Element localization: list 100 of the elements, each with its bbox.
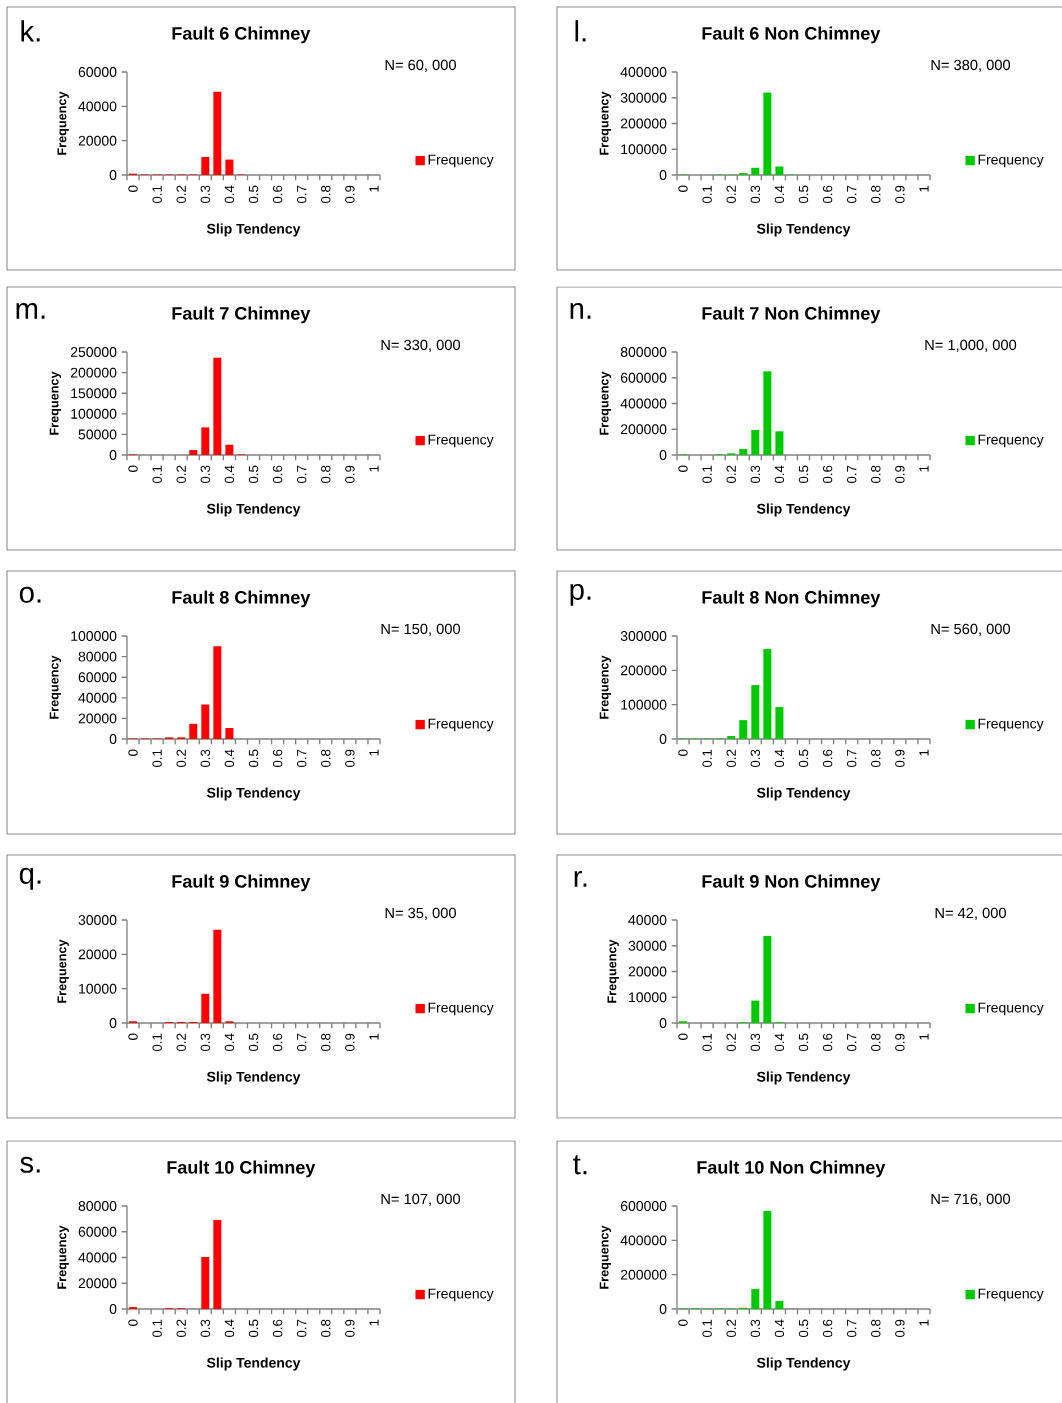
text: q. [19,867,41,890]
x-axis-title: Slip Tendency [756,787,851,801]
x-tick-label: 0.2 [176,1033,186,1052]
y-tick-label: 60000 [78,672,117,683]
x-tick-label: 0.6 [822,1319,833,1338]
x-tick-label: 0.2 [726,1319,736,1338]
x-tick-label: 0.1 [152,465,162,484]
x-tick-label: 0.6 [272,185,283,204]
x-tick-label: 0 [678,1319,688,1326]
x-tick-label: 1 [369,749,379,756]
x-tick-label: 0.2 [726,465,736,484]
x-tick-label: 0.8 [321,185,331,204]
y-tick-label: 30000 [78,915,117,925]
y-tick-label: 80000 [78,651,117,662]
bar [775,707,784,740]
x-axis-title: Slip Tendency [756,503,851,517]
x-tick-label: 1 [919,1319,929,1326]
x-tick-label: 0.1 [152,749,162,768]
bar [189,723,198,740]
x-tick-label: 0.8 [321,465,331,484]
x-tick-label: 0.3 [750,185,761,204]
y-tick-label: 10000 [79,983,117,994]
y-tick-label: 30000 [628,940,667,951]
bar [189,450,198,456]
x-tick-label: 0.6 [272,465,283,484]
x-tick-label: 0.7 [296,185,307,204]
text: N= 330, 000 [381,339,461,352]
x-tick-label: 0.2 [176,465,186,484]
x-tick-label: 0.2 [726,185,736,204]
bar [225,444,234,456]
bar [201,156,210,176]
x-tick-label: 0.5 [248,1319,259,1338]
y-tick-label: 100000 [621,699,667,710]
y-tick-label: 600000 [620,1201,667,1211]
y-tick-label: 20000 [78,1278,117,1289]
y-tick-label: 400000 [620,398,667,409]
x-tick-label: 0.2 [176,1319,186,1338]
y-tick-label: 250000 [70,347,117,357]
x-tick-label: 0.9 [345,1319,355,1338]
x-tick-label: 0.8 [871,185,881,204]
x-tick-label: 0 [128,185,138,192]
x-tick-label: 0.9 [345,749,355,768]
text: N= 35, 000 [385,907,456,920]
legend-label: Frequency [428,718,494,732]
y-tick-label: 0 [109,1304,117,1314]
y-tick-label: 40000 [78,101,117,112]
y-axis-title: Frequency [599,91,612,155]
x-tick-label: 0.3 [200,1319,211,1338]
x-tick-label: 0 [128,465,138,472]
x-axis-title: Slip Tendency [206,223,301,237]
x-tick-label: 0.9 [895,185,905,204]
x-tick-label: 0.2 [726,749,736,768]
x-axis-title: Slip Tendency [756,223,851,237]
x-tick-label: 0.4 [224,1033,235,1052]
x-tick-label: 0.6 [822,465,833,484]
x-tick-label: 0.5 [798,1033,809,1052]
y-tick-label: 100000 [621,144,667,155]
x-axis-title: Slip Tendency [206,503,301,517]
y-tick-label: 20000 [78,135,117,146]
x-tick-label: 0.6 [272,1319,283,1338]
legend-label: Frequency [978,1002,1044,1016]
y-axis-title: Frequency [607,939,619,1003]
x-tick-label: 0.4 [224,1319,235,1338]
x-axis-title: Slip Tendency [206,1071,301,1085]
y-tick-label: 40000 [78,692,117,703]
y-tick-label: 10000 [629,992,667,1003]
legend-label: Frequency [978,1288,1044,1302]
bar [763,935,772,1024]
x-tick-label: 0.4 [774,185,785,204]
x-tick-label: 0.9 [895,1319,905,1338]
chart-title: Fault 9 Non Chimney [702,874,881,892]
x-axis-title: Slip Tendency [206,787,301,801]
chart-title: Fault 6 Non Chimney [702,26,881,44]
bar [213,91,222,176]
y-axis-title: Frequency [599,655,612,719]
y-tick-label: 60000 [78,1226,117,1237]
x-tick-label: 1 [369,185,379,192]
x-tick-label: 0.6 [822,185,833,204]
text: N= 42, 000 [935,907,1006,920]
y-tick-label: 400000 [620,1235,667,1246]
x-tick-label: 0 [678,1033,688,1040]
bar [751,1000,760,1024]
x-tick-label: 0.5 [798,185,809,204]
chart-title: Fault 9 Chimney [172,874,311,892]
x-tick-label: 0.7 [846,749,857,768]
x-tick-label: 0.4 [774,465,785,484]
legend-label: Frequency [978,434,1044,448]
x-tick-label: 0.3 [750,749,761,768]
x-tick-label: 0.6 [272,1033,283,1052]
x-tick-label: 0.4 [224,749,235,768]
bar [739,448,748,455]
x-tick-label: 0.7 [296,465,307,484]
x-tick-label: 0.9 [895,465,905,484]
y-tick-label: 60000 [78,67,117,77]
x-tick-label: 0.7 [846,1033,857,1052]
x-tick-label: 1 [919,185,929,192]
text: s. [20,1156,40,1173]
x-tick-label: 1 [369,1033,379,1040]
bar [763,92,772,176]
y-tick-label: 300000 [620,92,667,103]
